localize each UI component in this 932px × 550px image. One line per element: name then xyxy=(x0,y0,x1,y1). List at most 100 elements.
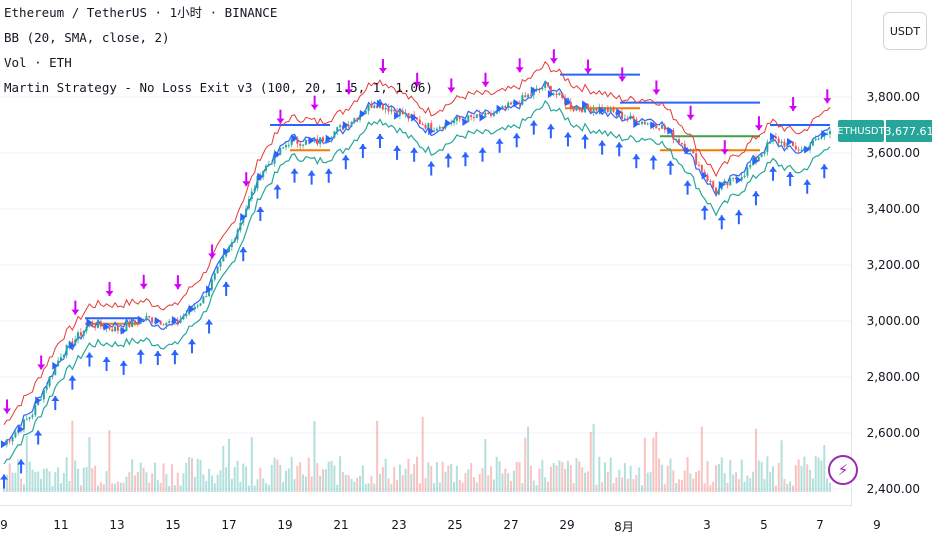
volume-bar xyxy=(626,478,629,492)
volume-bar xyxy=(572,483,575,492)
volume-bar xyxy=(42,468,45,492)
candle-body xyxy=(720,185,723,190)
volume-bar xyxy=(549,466,552,492)
volume-bar xyxy=(820,460,823,492)
volume-legend[interactable]: Vol · ETH xyxy=(4,55,72,70)
candle-body xyxy=(606,107,609,113)
bb-legend[interactable]: BB (20, SMA, close, 2) xyxy=(4,30,170,45)
volume-bar xyxy=(444,471,447,492)
sell-arrow xyxy=(173,275,182,290)
buy-arrow xyxy=(341,155,350,170)
currency-button[interactable]: USDT xyxy=(883,12,927,50)
price-axis[interactable]: 3,800.00 3,600.00 3,400.00 3,200.00 3,000.00… xyxy=(851,0,932,505)
lightning-icon[interactable]: ⚡ xyxy=(828,455,858,485)
candle-body xyxy=(518,103,521,105)
volume-bar xyxy=(697,470,700,492)
symbol-legend[interactable]: Ethereum / TetherUS · 1小时 · BINANCE xyxy=(4,5,278,20)
candle-body xyxy=(421,124,424,126)
candle-body xyxy=(370,104,373,108)
volume-bar xyxy=(199,459,202,492)
candle-body xyxy=(333,131,336,138)
volume-bar xyxy=(54,472,57,492)
volume-bar xyxy=(512,470,515,492)
volume-bar xyxy=(284,470,287,492)
candle-body xyxy=(569,102,572,109)
candle-body xyxy=(11,437,14,442)
strategy-legend[interactable]: Martin Strategy - No Loss Exit v3 (100, … xyxy=(4,80,433,95)
candle-body xyxy=(54,365,57,376)
candle-body xyxy=(353,118,356,123)
buy-arrow xyxy=(803,179,812,194)
candle-body xyxy=(660,125,663,129)
candle-body xyxy=(829,131,831,135)
volume-bar xyxy=(601,482,604,492)
candle-body xyxy=(578,107,581,110)
entry-marker xyxy=(411,113,418,122)
x-tick-label: 21 xyxy=(333,518,349,532)
candle-body xyxy=(390,109,393,112)
candle-body xyxy=(589,108,592,113)
x-tick-label: 27 xyxy=(503,518,519,532)
candle-body xyxy=(632,116,635,120)
candle-body xyxy=(145,316,148,321)
entry-marker xyxy=(359,109,366,118)
buy-arrow xyxy=(478,147,487,162)
volume-bar xyxy=(396,480,399,492)
volume-bar xyxy=(666,465,669,492)
candle-body xyxy=(330,137,333,139)
y-tick-label: 3,600.00 xyxy=(866,146,920,160)
volume-bar xyxy=(475,482,478,492)
volume-bar xyxy=(156,479,159,492)
buy-arrow xyxy=(563,132,572,147)
entry-marker xyxy=(154,316,161,325)
volume-bar xyxy=(176,472,179,492)
candle-body xyxy=(28,417,31,419)
candle-body xyxy=(729,178,732,186)
candle-body xyxy=(230,242,233,248)
volume-bar xyxy=(592,423,595,492)
volume-bar xyxy=(692,478,695,492)
candle-body xyxy=(521,95,524,105)
candle-body xyxy=(430,123,433,132)
candle-body xyxy=(629,116,632,119)
volume-bar xyxy=(595,484,598,492)
candle-body xyxy=(791,141,794,146)
candle-body xyxy=(282,147,285,149)
volume-bar xyxy=(407,458,410,492)
buy-arrow xyxy=(393,145,402,160)
candle-body xyxy=(427,123,430,129)
sell-arrow xyxy=(139,274,148,289)
entry-marker xyxy=(325,134,332,143)
sell-arrow xyxy=(481,72,490,87)
candle-body xyxy=(746,167,749,176)
volume-bar xyxy=(17,459,20,492)
candle-body xyxy=(697,164,700,166)
candle-body xyxy=(584,104,587,113)
volume-bar xyxy=(225,467,228,492)
candle-body xyxy=(504,106,507,108)
volume-bar xyxy=(11,472,14,492)
candle-body xyxy=(541,87,544,90)
volume-bar xyxy=(319,475,322,492)
volume-bar xyxy=(376,420,379,492)
buy-arrow xyxy=(734,210,743,225)
x-tick-label: 25 xyxy=(447,518,463,532)
volume-bar xyxy=(464,473,467,492)
candle-body xyxy=(91,322,94,327)
volume-bar xyxy=(34,472,37,492)
candle-body xyxy=(455,116,458,121)
candle-body xyxy=(507,102,510,108)
buy-arrow xyxy=(153,351,162,366)
sell-arrow xyxy=(242,172,251,187)
entry-marker xyxy=(804,145,811,154)
volume-bar xyxy=(433,483,436,492)
candle-body xyxy=(222,256,225,262)
candle-body xyxy=(267,163,270,166)
sell-arrow xyxy=(754,116,763,131)
candle-body xyxy=(302,144,305,146)
lower-band xyxy=(3,99,831,465)
candle-body xyxy=(544,82,547,88)
candle-body xyxy=(547,82,550,87)
buy-arrow xyxy=(512,133,521,148)
